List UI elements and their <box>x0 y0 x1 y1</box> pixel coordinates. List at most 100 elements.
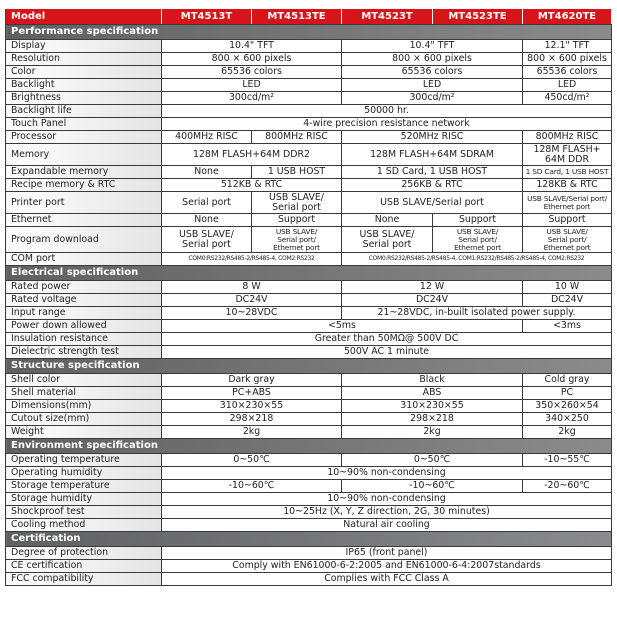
spec-label: Insulation resistance <box>5 332 162 346</box>
spec-value: 800 × 600 pixels <box>341 52 523 66</box>
model-name: MT4513TE <box>251 8 342 25</box>
spec-value: 512KB & RTC <box>161 178 342 192</box>
spec-label: CE certification <box>5 559 162 573</box>
spec-row: Rated power 8 W 12 W 10 W <box>5 280 612 294</box>
spec-value: 12 W <box>341 280 523 294</box>
spec-row: Color 65536 colors 65536 colors 65536 color… <box>5 65 612 79</box>
spec-label: Cooling method <box>5 518 162 532</box>
spec-value: 520MHz RISC <box>341 130 523 144</box>
spec-value: 10.4" TFT <box>341 39 523 53</box>
spec-label: Power down allowed <box>5 319 162 333</box>
spec-label: Dimensions(mm) <box>5 399 162 413</box>
spec-value: Support <box>251 213 342 227</box>
spec-value: 10~90% non-condensing <box>161 466 612 480</box>
spec-value: Complies with FCC Class A <box>161 572 612 586</box>
spec-row: Display 10.4" TFT 10.4" TFT 12.1" TFT <box>5 39 612 53</box>
spec-value: 10.4" TFT <box>161 39 342 53</box>
spec-row: Resolution 800 × 600 pixels 800 × 600 pixe… <box>5 52 612 66</box>
spec-row: Expandable memory None 1 USB HOST 1 SD Card… <box>5 165 612 179</box>
spec-value: -10~60℃ <box>341 479 523 493</box>
spec-value: 10~90% non-condensing <box>161 492 612 506</box>
spec-value: USB SLAVE/ Serial port/ Ethernet port <box>251 226 342 253</box>
spec-row: Rated voltage DC24V DC24V DC24V <box>5 293 612 307</box>
spec-value: None <box>161 165 252 179</box>
spec-value: DC24V <box>522 293 612 307</box>
spec-row: Backlight life 50000 hr. <box>5 104 612 118</box>
section-header: Environment specification <box>5 438 612 454</box>
section-title: Certification <box>5 531 612 547</box>
spec-value: 800MHz RISC <box>522 130 612 144</box>
spec-value: -10~55℃ <box>522 453 612 467</box>
spec-label: Brightness <box>5 91 162 105</box>
section-title: Structure specification <box>5 358 612 374</box>
spec-label: Rated power <box>5 280 162 294</box>
spec-row: Power down allowed <5ms <3ms <box>5 319 612 333</box>
spec-value: 2kg <box>522 425 612 439</box>
spec-value: 128M FLASH+64M SDRAM <box>341 143 523 166</box>
spec-value: 4-wire precision resistance network <box>161 117 612 131</box>
spec-value: 2kg <box>341 425 523 439</box>
spec-value: 300cd/m² <box>161 91 342 105</box>
spec-label: FCC compatibility <box>5 572 162 586</box>
spec-value: 10~25Hz (X, Y, Z direction, 2G, 30 minut… <box>161 505 612 519</box>
spec-row: COM port COM0:RS232/RS485-2/RS485-4, COM2… <box>5 252 612 266</box>
spec-label: Color <box>5 65 162 79</box>
spec-row: Ethernet None Support None Support Support <box>5 213 612 227</box>
spec-row: FCC compatibility Complies with FCC Class… <box>5 572 612 586</box>
spec-value: PC+ABS <box>161 386 342 400</box>
spec-value: 450cd/m² <box>522 91 612 105</box>
spec-row: Operating humidity 10~90% non-condensing <box>5 466 612 480</box>
spec-value: Black <box>341 373 523 387</box>
spec-label: Rated voltage <box>5 293 162 307</box>
spec-value: 2kg <box>161 425 342 439</box>
section-header: Performance specification <box>5 24 612 40</box>
spec-row: CE certification Comply with EN61000-6-2:… <box>5 559 612 573</box>
spec-row: Processor 400MHz RISC 800MHz RISC 520MHz RI… <box>5 130 612 144</box>
spec-label: Storage temperature <box>5 479 162 493</box>
model-name: MT4523T <box>341 8 433 25</box>
spec-value: 1 SD Card, 1 USB HOST <box>522 165 612 179</box>
spec-value: 65536 colors <box>161 65 342 79</box>
spec-row: Memory 128M FLASH+64M DDR2 128M FLASH+64M … <box>5 143 612 166</box>
spec-value: 400MHz RISC <box>161 130 252 144</box>
spec-value: Support <box>522 213 612 227</box>
spec-table-body: Model MT4513T MT4513TE MT4523T MT4523TE … <box>5 8 612 586</box>
spec-label: COM port <box>5 252 162 266</box>
spec-value: 800 × 600 pixels <box>522 52 612 66</box>
spec-value: 128M FLASH+64M DDR2 <box>161 143 342 166</box>
spec-label: Touch Panel <box>5 117 162 131</box>
spec-row: Insulation resistance Greater than 50MΩ@ … <box>5 332 612 346</box>
spec-row: Cutout size(mm) 298×218 298×218 340×250 <box>5 412 612 426</box>
spec-value: COM0:RS232/RS485-2/RS485-4, COM2:RS232 <box>161 252 342 266</box>
section-title: Environment specification <box>5 438 612 454</box>
spec-row: Degree of protection IP65 (front panel) <box>5 546 612 560</box>
spec-value: Serial port <box>161 191 252 214</box>
spec-row: Weight 2kg 2kg 2kg <box>5 425 612 439</box>
spec-label: Dielectric strength test <box>5 345 162 359</box>
spec-row: Input range 10~28VDC 21~28VDC, in-built is… <box>5 306 612 320</box>
spec-label: Memory <box>5 143 162 166</box>
spec-label: Shell material <box>5 386 162 400</box>
spec-value: 350×260×54 <box>522 399 612 413</box>
spec-label: Operating temperature <box>5 453 162 467</box>
spec-value: DC24V <box>341 293 523 307</box>
spec-value: 0~50℃ <box>341 453 523 467</box>
spec-row: Program download USB SLAVE/ Serial port US… <box>5 226 612 253</box>
spec-value: 50000 hr. <box>161 104 612 118</box>
spec-value: 8 W <box>161 280 342 294</box>
spec-label: Operating humidity <box>5 466 162 480</box>
spec-value: 128KB & RTC <box>522 178 612 192</box>
spec-value: USB SLAVE/Serial port <box>341 191 523 214</box>
spec-value: 65536 colors <box>522 65 612 79</box>
spec-value: None <box>341 213 433 227</box>
section-header: Electrical specification <box>5 265 612 281</box>
spec-row: Shell material PC+ABS ABS PC <box>5 386 612 400</box>
spec-value: Greater than 50MΩ@ 500V DC <box>161 332 612 346</box>
spec-label: Cutout size(mm) <box>5 412 162 426</box>
spec-value: 310×230×55 <box>341 399 523 413</box>
spec-label: Shockproof test <box>5 505 162 519</box>
spec-value: 1 SD Card, 1 USB HOST <box>341 165 523 179</box>
spec-value: Cold gray <box>522 373 612 387</box>
spec-row: Storage humidity 10~90% non-condensing <box>5 492 612 506</box>
spec-value: ABS <box>341 386 523 400</box>
